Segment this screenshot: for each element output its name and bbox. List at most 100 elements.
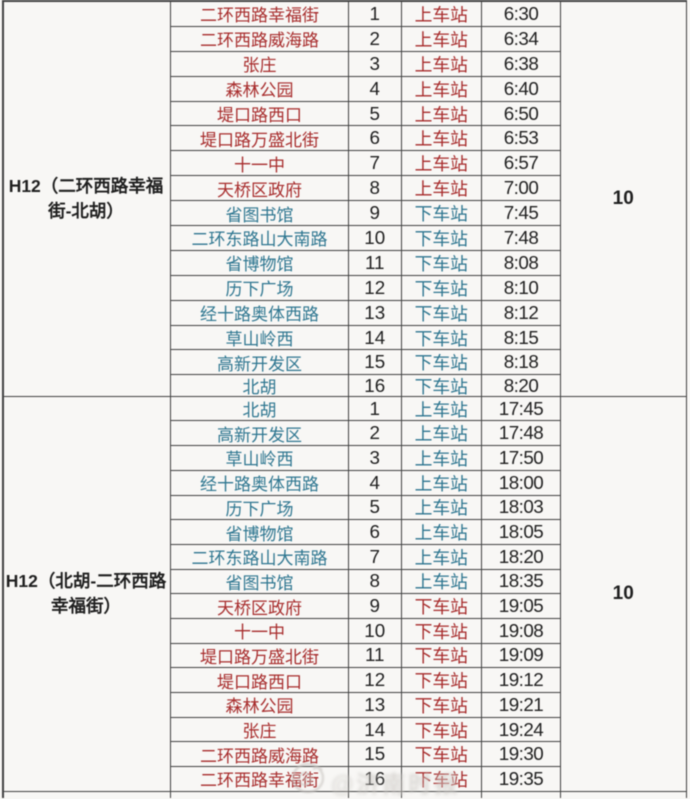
time-cell: 17:48 (482, 421, 561, 447)
seq-cell: 3 (349, 51, 402, 77)
station-cell: 经十路奥体西路 (171, 300, 349, 326)
time-cell: 19:12 (482, 668, 561, 693)
stop-type-cell: 上车站 (401, 2, 482, 27)
station-cell: 天桥区政府 (171, 176, 349, 202)
stop-type-cell: 上车站 (401, 51, 482, 77)
stop-type-cell: 上车站 (401, 446, 482, 471)
seq-cell: 12 (349, 275, 402, 301)
time-cell: 19:35 (482, 767, 561, 792)
station-cell: 历下广场 (171, 275, 349, 301)
seq-cell: 1 (349, 396, 402, 422)
stop-type-cell: 下车站 (401, 668, 482, 693)
stop-type-cell: 下车站 (401, 693, 482, 718)
seq-cell: 2 (349, 421, 402, 447)
interval-cell: 10 (561, 396, 687, 792)
time-cell: 7:48 (482, 226, 561, 251)
time-cell: 19:05 (482, 594, 561, 619)
station-cell: 高新开发区 (171, 350, 349, 376)
time-cell: 8:10 (482, 275, 561, 301)
station-cell: 省博物馆 (171, 250, 349, 276)
stop-type-cell: 上车站 (401, 520, 482, 545)
station-cell: 草山岭西 (171, 325, 349, 351)
seq-cell: 7 (349, 151, 402, 177)
time-cell: 6:57 (482, 151, 561, 177)
station-cell: 堤口路万盛北街 (171, 126, 349, 152)
stop-type-cell: 上车站 (401, 76, 482, 102)
station-cell: 张庄 (171, 51, 349, 77)
stop-type-cell: 下车站 (401, 325, 482, 351)
time-cell: 19:09 (482, 643, 561, 669)
seq-cell: 6 (349, 520, 402, 545)
stop-type-cell: 下车站 (401, 742, 482, 768)
station-cell: 天桥区政府 (171, 594, 349, 619)
station-cell: 省图书馆 (171, 201, 349, 227)
route-name-line: 幸福街） (51, 595, 121, 616)
seq-cell: 14 (349, 325, 402, 351)
station-cell: 北胡 (171, 396, 349, 422)
station-cell: 张庄 (171, 717, 349, 743)
stop-type-cell: 上车站 (401, 26, 482, 52)
stop-type-cell: 下车站 (401, 300, 482, 326)
stop-type-cell: 下车站 (401, 717, 482, 743)
station-cell: 二环西路威海路 (171, 26, 349, 52)
table-left-border-line (2, 0, 4, 798)
seq-cell: 16 (349, 767, 402, 792)
station-cell: 二环东路山大南路 (171, 226, 349, 251)
seq-cell: 7 (349, 544, 402, 570)
route-cell: H12（北胡-二环西路 幸福街） (2, 396, 171, 792)
stop-type-cell: 下车站 (401, 250, 482, 276)
time-cell: 8:08 (482, 250, 561, 276)
stop-type-cell: 上车站 (401, 470, 482, 496)
stop-type-cell: 下车站 (401, 594, 482, 619)
stop-type-cell: 上车站 (401, 176, 482, 202)
stop-type-cell: 下车站 (401, 275, 482, 301)
route-name-line: H12（北胡-二环西路 (5, 571, 167, 592)
station-cell: 十一中 (171, 618, 349, 644)
stop-type-cell: 下车站 (401, 375, 482, 397)
station-cell: 省图书馆 (171, 569, 349, 595)
stop-type-cell: 下车站 (401, 618, 482, 644)
station-cell: 堤口路西口 (171, 101, 349, 127)
stop-type-cell: 上车站 (401, 396, 482, 422)
time-cell: 18:03 (482, 495, 561, 521)
time-cell: 6:40 (482, 76, 561, 102)
station-cell: 二环西路幸福街 (171, 767, 349, 792)
seq-cell: 12 (349, 668, 402, 693)
time-cell: 18:05 (482, 520, 561, 545)
stop-type-cell: 下车站 (401, 226, 482, 251)
route-cell: H12（二环西路幸福 街-北胡） (2, 2, 171, 397)
station-cell: 经十路奥体西路 (171, 470, 349, 496)
station-cell: 森林公园 (171, 76, 349, 102)
station-cell: 森林公园 (171, 693, 349, 718)
time-cell: 18:00 (482, 470, 561, 496)
stop-type-cell: 下车站 (401, 350, 482, 376)
partial-row-cell (349, 791, 402, 799)
seq-cell: 6 (349, 126, 402, 152)
station-cell: 二环西路幸福街 (171, 2, 349, 27)
station-cell: 二环西路威海路 (171, 742, 349, 768)
seq-cell: 8 (349, 569, 402, 595)
station-cell: 高新开发区 (171, 421, 349, 447)
stop-type-cell: 下车站 (401, 643, 482, 669)
seq-cell: 4 (349, 76, 402, 102)
seq-cell: 11 (349, 643, 402, 669)
station-cell: 二环东路山大南路 (171, 544, 349, 570)
time-cell: 8:20 (482, 375, 561, 397)
time-cell: 7:00 (482, 176, 561, 202)
seq-cell: 11 (349, 250, 402, 276)
time-cell: 8:12 (482, 300, 561, 326)
seq-cell: 4 (349, 470, 402, 496)
seq-cell: 15 (349, 350, 402, 376)
seq-cell: 13 (349, 300, 402, 326)
seq-cell: 3 (349, 446, 402, 471)
stop-type-cell: 下车站 (401, 201, 482, 227)
seq-cell: 9 (349, 201, 402, 227)
time-cell: 17:45 (482, 396, 561, 422)
seq-cell: 5 (349, 101, 402, 127)
time-cell: 19:24 (482, 717, 561, 743)
seq-cell: 5 (349, 495, 402, 521)
partial-row-cell (171, 791, 349, 799)
stop-type-cell: 上车站 (401, 544, 482, 570)
